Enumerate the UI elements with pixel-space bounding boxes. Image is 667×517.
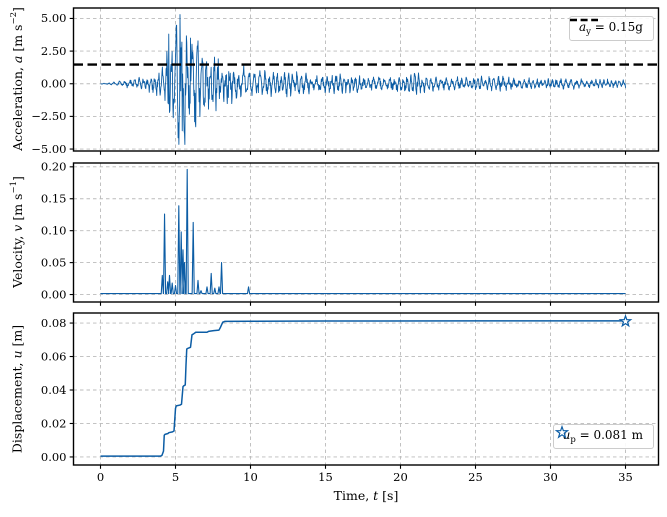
x-axis-label: Time, t [s] — [334, 488, 399, 503]
x-tick-label: 25 — [468, 470, 483, 484]
ylabel-close: ] — [10, 176, 25, 182]
x-tick-label: 20 — [393, 470, 408, 484]
y-tick-label: 0.10 — [41, 223, 67, 237]
y-tick-label: 0.15 — [41, 192, 67, 206]
y-tick-label: −2.50 — [31, 109, 66, 123]
legend-var: u — [562, 428, 571, 442]
y-tick-label: 0.05 — [41, 255, 67, 269]
legend-label-threshold: ay = 0.15g — [579, 20, 643, 37]
ylabel-text: Acceleration, — [10, 63, 25, 151]
ylabel-close: ] — [10, 7, 25, 13]
y-tick-label: 5.00 — [41, 11, 67, 25]
y-tick-label: 0.06 — [41, 349, 67, 363]
y-axis-label-acceleration: Acceleration, a [m s−2] — [9, 7, 25, 151]
xlabel-var: t — [373, 488, 379, 503]
dashed-line-sample — [569, 18, 598, 22]
permanent-displacement-star-marker — [618, 314, 633, 328]
y-tick-label: 0.04 — [41, 383, 67, 397]
ylabel-units: [m — [9, 329, 25, 351]
ylabel-text: Velocity, — [10, 231, 25, 288]
ylabel-var: u — [9, 350, 25, 359]
y-tick-label: 0.00 — [41, 287, 67, 301]
acceleration-trace — [100, 14, 626, 145]
legend-var: a — [578, 20, 587, 34]
ylabel-var: v — [10, 224, 25, 232]
ylabel-exponent: −2 — [9, 12, 19, 25]
legend-label-displacement: up = 0.081 m — [563, 428, 643, 445]
velocity-trace — [100, 168, 626, 295]
y-axis-label-velocity: Velocity, v [m s−1] — [9, 176, 25, 288]
y-tick-label: 0.00 — [41, 450, 67, 464]
x-tick-label: 15 — [318, 470, 333, 484]
ylabel-units: [m s — [10, 193, 25, 225]
y-tick-label: 2.50 — [41, 44, 67, 58]
panel-spine-acceleration — [72, 7, 660, 152]
ylabel-exponent: −1 — [9, 181, 19, 194]
y-tick-label: 0.00 — [41, 77, 67, 91]
ylabel-units: [m s — [10, 24, 25, 56]
x-tick-label: 5 — [172, 470, 179, 484]
legend-permanent-displacement: up = 0.081 m — [552, 424, 654, 449]
displacement-trace — [100, 320, 626, 457]
ylabel-close: ] — [9, 324, 25, 330]
legend-value: = 0.081 m — [575, 428, 643, 442]
legend-value: = 0.15g — [590, 20, 643, 34]
xlabel-units: [s] — [378, 488, 399, 503]
x-tick-label: 10 — [243, 470, 258, 484]
star-marker-sample — [554, 425, 569, 439]
y-tick-label: 0.02 — [41, 416, 67, 430]
y-axis-label-displacement: Displacement, u [m] — [10, 325, 25, 453]
x-tick-label: 35 — [618, 470, 633, 484]
y-tick-label: −5.00 — [31, 142, 66, 156]
panel-spine-displacement — [72, 312, 660, 466]
legend-sub: y — [586, 27, 591, 37]
xlabel-text: Time, — [333, 488, 374, 503]
ylabel-var: a — [10, 55, 25, 64]
legend-acceleration-threshold: ay = 0.15g — [568, 16, 654, 41]
x-tick-label: 0 — [97, 470, 104, 484]
legend-sub: p — [570, 435, 576, 445]
y-tick-label: 0.08 — [41, 316, 67, 330]
y-tick-label: 0.20 — [41, 160, 67, 174]
ylabel-text: Displacement, — [9, 358, 25, 454]
x-tick-label: 30 — [543, 470, 558, 484]
panel-spine-velocity — [72, 162, 660, 303]
